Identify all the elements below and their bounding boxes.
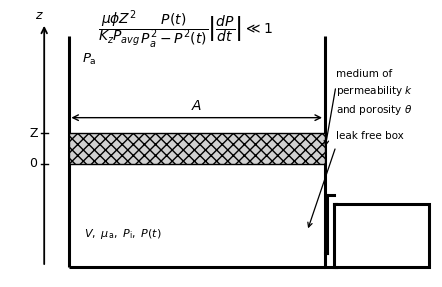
Text: $z$: $z$ xyxy=(35,9,44,22)
Text: leak free box: leak free box xyxy=(336,131,404,141)
Text: Z: Z xyxy=(29,127,38,140)
Text: medium of
permeability $k$
and porosity $\theta$: medium of permeability $k$ and porosity … xyxy=(336,69,413,117)
Text: $\dfrac{\mu\phi Z^2}{K_z P_{avg}} \dfrac{P(t)}{P_a^2 - P^2(t)} \left|\dfrac{dP}{: $\dfrac{\mu\phi Z^2}{K_z P_{avg}} \dfrac… xyxy=(98,9,273,51)
Bar xyxy=(334,204,429,267)
Text: vacuum
pump: vacuum pump xyxy=(359,224,404,246)
Text: $P_\mathrm{a}$: $P_\mathrm{a}$ xyxy=(82,52,96,67)
Text: $A$: $A$ xyxy=(191,99,202,113)
Text: $V,\ \mu_\mathrm{a},\ P_\mathrm{i},\ P(t)$: $V,\ \mu_\mathrm{a},\ P_\mathrm{i},\ P(t… xyxy=(84,227,162,241)
Text: 0: 0 xyxy=(30,157,38,170)
Bar xyxy=(69,133,325,164)
